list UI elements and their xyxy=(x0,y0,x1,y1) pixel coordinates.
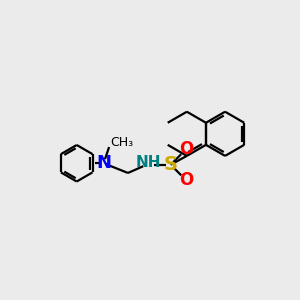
Text: NH: NH xyxy=(136,155,161,170)
Text: O: O xyxy=(179,140,193,158)
Text: CH₃: CH₃ xyxy=(111,136,134,149)
Text: N: N xyxy=(96,154,111,172)
Text: O: O xyxy=(179,171,193,189)
Text: S: S xyxy=(164,155,178,174)
